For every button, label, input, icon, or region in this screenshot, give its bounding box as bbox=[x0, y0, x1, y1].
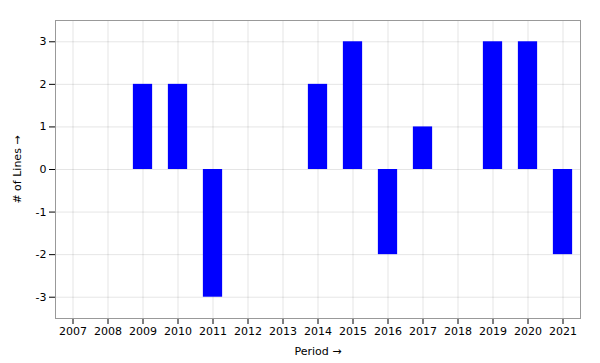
svg-text:2014: 2014 bbox=[304, 325, 332, 338]
svg-text:2011: 2011 bbox=[199, 325, 227, 338]
svg-text:2020: 2020 bbox=[514, 325, 542, 338]
svg-text:-1: -1 bbox=[36, 206, 47, 219]
svg-text:2010: 2010 bbox=[164, 325, 192, 338]
svg-text:2017: 2017 bbox=[409, 325, 437, 338]
svg-text:-2: -2 bbox=[36, 248, 47, 261]
svg-text:-3: -3 bbox=[36, 291, 47, 304]
svg-text:2012: 2012 bbox=[234, 325, 262, 338]
svg-text:2008: 2008 bbox=[94, 325, 122, 338]
svg-text:2016: 2016 bbox=[374, 325, 402, 338]
svg-text:2: 2 bbox=[40, 78, 47, 91]
svg-text:2019: 2019 bbox=[479, 325, 507, 338]
svg-text:3: 3 bbox=[40, 35, 47, 48]
svg-text:2021: 2021 bbox=[549, 325, 577, 338]
svg-text:Period →: Period → bbox=[294, 345, 341, 358]
svg-text:# of Lines →: # of Lines → bbox=[11, 135, 24, 203]
svg-text:2015: 2015 bbox=[339, 325, 367, 338]
svg-text:1: 1 bbox=[40, 120, 47, 133]
svg-text:2007: 2007 bbox=[59, 325, 87, 338]
svg-text:2009: 2009 bbox=[129, 325, 157, 338]
svg-text:2018: 2018 bbox=[444, 325, 472, 338]
svg-text:2013: 2013 bbox=[269, 325, 297, 338]
svg-text:0: 0 bbox=[40, 163, 47, 176]
